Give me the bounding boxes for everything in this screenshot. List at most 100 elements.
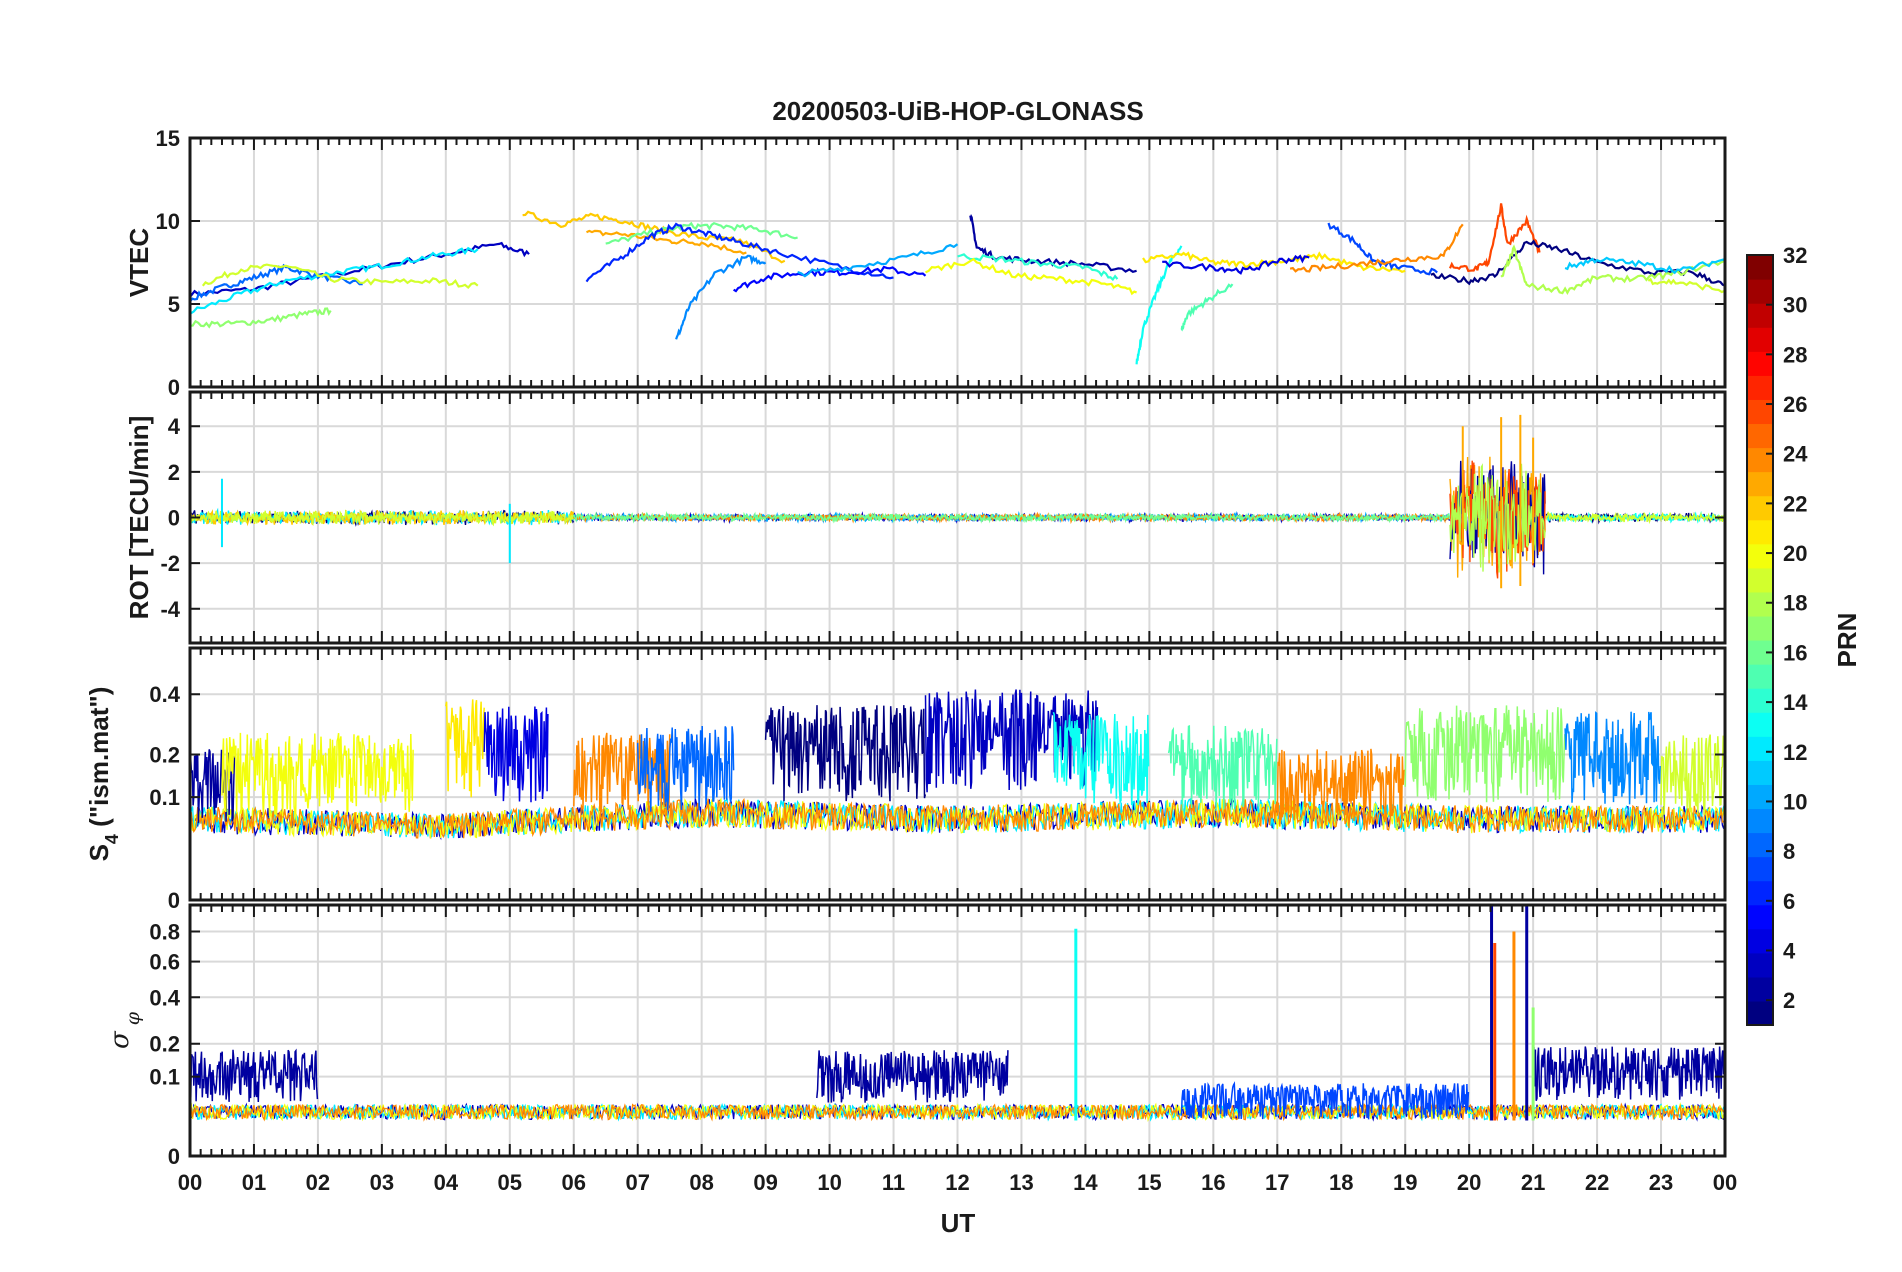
colorbar-swatch	[1747, 712, 1773, 737]
y-axis-label: σ φ	[105, 1011, 144, 1049]
x-tick-label: 20	[1457, 1170, 1481, 1195]
x-tick-label: 13	[1009, 1170, 1033, 1195]
y-axis-label: ROT [TECU/min]	[124, 416, 154, 620]
data-layer	[190, 414, 1725, 589]
y-axis-label: S4 ("ism.mat")	[84, 687, 122, 862]
x-tick-label: 02	[306, 1170, 330, 1195]
series-prn-5	[733, 265, 927, 293]
colorbar-swatch	[1747, 615, 1773, 641]
colorbar-tick-label: 32	[1783, 243, 1807, 268]
series-prn-20	[190, 1102, 1725, 1123]
series-prn-19	[1647, 277, 1725, 294]
series-prn-2	[969, 214, 1137, 273]
y-tick-label: -2	[160, 551, 180, 576]
colorbar-tick-label: 24	[1783, 442, 1808, 467]
series-prn-19	[1660, 734, 1725, 815]
colorbar-swatch	[1747, 664, 1773, 689]
series-prn-12	[190, 246, 479, 315]
x-minor-ticks	[189, 905, 1726, 1156]
colorbar-swatch	[1747, 351, 1773, 376]
colorbar-swatch	[1747, 495, 1773, 521]
panel-s4: 0 0.1 0.2 0.4 S4 ("ism.mat")	[84, 646, 1727, 913]
colorbar-tick-label: 8	[1783, 839, 1795, 864]
y-tick-label: 0.4	[149, 985, 180, 1010]
series-prn-8	[636, 725, 735, 812]
y-tick-label: 0.2	[149, 743, 180, 768]
series-prn-9	[675, 254, 767, 340]
colorbar-tick-label: 22	[1783, 491, 1807, 516]
subscript: 4	[102, 834, 122, 844]
x-tick-label: 21	[1521, 1170, 1545, 1195]
figure-title: 20200503-UiB-HOP-GLONASS	[772, 96, 1143, 126]
colorbar-swatch	[1747, 904, 1773, 930]
x-minor-ticks	[189, 392, 1726, 643]
x-minor-ticks	[189, 648, 1726, 900]
x-tick-label: 17	[1265, 1170, 1289, 1195]
colorbar-swatch	[1747, 303, 1773, 328]
series-prn-11	[1564, 256, 1725, 275]
y-tick-label: 0	[168, 888, 180, 913]
colorbar-swatch	[1747, 808, 1773, 834]
x-tick-label: 11	[882, 1170, 905, 1195]
series-prn-24	[190, 1102, 1725, 1122]
series-prn-17	[190, 307, 332, 329]
y-tick-label: 0.6	[149, 950, 180, 975]
phi: φ	[122, 1011, 144, 1031]
y-tick-label: 10	[156, 209, 180, 234]
y-axis-label: VTEC	[124, 228, 154, 298]
colorbar-tick-label: 16	[1783, 640, 1807, 665]
series-prn-10	[797, 243, 959, 278]
x-tick-label: 23	[1649, 1170, 1673, 1195]
y-tick-label: 0.4	[149, 682, 180, 707]
series-prn-13	[1052, 712, 1150, 806]
colorbar-tick-label: 6	[1783, 889, 1795, 914]
y-tick-label: 0	[168, 506, 180, 531]
colorbar-swatch	[1747, 447, 1773, 473]
series-prn-4	[1162, 254, 1310, 275]
colorbar-swatch	[1747, 519, 1773, 545]
series-prn-7	[1180, 1081, 1470, 1120]
colorbar-swatch	[1747, 543, 1773, 569]
y-tick-label: 0.8	[149, 919, 180, 944]
x-tick-label: 19	[1393, 1170, 1417, 1195]
data-layer	[190, 203, 1725, 365]
panel-sigma_phi: 0 0.1 0.2 0.4 0.6 0.8 σ φ	[105, 903, 1727, 1169]
colorbar-tick-label: 4	[1783, 938, 1796, 963]
series-prn-24	[573, 732, 671, 816]
colorbar-swatch	[1747, 471, 1773, 497]
series-prn-2	[1532, 1046, 1725, 1102]
label-rest: ("ism.mat")	[84, 687, 114, 834]
y-tick-label: 2	[168, 460, 180, 485]
colorbar-tick-label: 12	[1783, 740, 1807, 765]
series-prn-8	[190, 263, 363, 303]
colorbar-tick-label: 30	[1783, 293, 1807, 318]
colorbar-swatch	[1747, 784, 1773, 810]
y-tick-label: 0.1	[149, 1065, 180, 1090]
x-tick-label: 03	[370, 1170, 394, 1195]
data-layer	[190, 689, 1725, 841]
sigma: σ	[105, 1030, 135, 1049]
series-prn-16	[573, 511, 1451, 524]
colorbar-tick-label: 18	[1783, 591, 1807, 616]
y-tick-label: 4	[168, 414, 181, 439]
y-tick-label: 0.2	[149, 1032, 180, 1057]
colorbar-swatch	[1747, 688, 1773, 713]
colorbar-tick-label: 14	[1783, 690, 1808, 715]
x-tick-label: 18	[1329, 1170, 1353, 1195]
series-prn-20	[925, 257, 1137, 296]
colorbar-swatch	[1747, 976, 1773, 1002]
colorbar-label: PRN	[1832, 613, 1862, 668]
series-prn-15	[1180, 283, 1234, 332]
colorbar-swatch	[1747, 567, 1773, 593]
x-tick-label: 08	[689, 1170, 713, 1195]
colorbar-tick-label: 26	[1783, 392, 1807, 417]
colorbar-swatch	[1747, 928, 1773, 954]
y-tick-label: -4	[160, 597, 180, 622]
series-prn-2	[190, 1048, 319, 1103]
colorbar-tick-label: 28	[1783, 342, 1807, 367]
series-prn-24	[1289, 223, 1464, 273]
y-tick-label: 0	[168, 375, 180, 400]
